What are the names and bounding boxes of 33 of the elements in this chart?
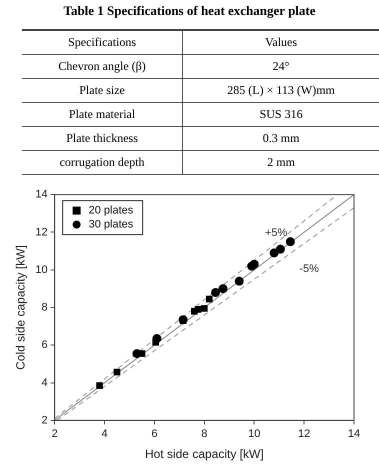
x-tick-label: 10 [248,428,260,440]
legend-label: 30 plates [88,218,134,231]
x-tick-label: 6 [151,428,158,440]
text: Table 1 Specifications of heat exchanger plate [62,2,317,20]
y-axis-title: Cold side capacity [kW] [14,245,28,370]
y-tick-label: 12 [35,226,48,238]
x-tick-label: 8 [201,428,208,440]
text: Values [182,30,379,54]
legend-label: 20 plates [88,204,134,217]
text: Chevron angle (β) [22,54,183,78]
text: 2 mm [182,150,379,174]
text: Specifications [22,30,183,54]
y-tick-label: 6 [42,339,48,352]
annotation: -5% [299,263,320,276]
y-tick-label: 4 [42,376,48,389]
y-tick-label: 14 [35,188,48,201]
y-tick-label: 10 [35,264,48,276]
x-tick-label: 2 [52,428,58,440]
text: 24° [182,54,379,78]
x-tick-label: 4 [101,428,108,440]
x-axis-title: Hot side capacity [kW] [144,447,264,462]
annotation: +5% [265,227,288,240]
text: Plate size [22,78,183,102]
text: SUS 316 [182,102,379,126]
text: 285 (L) × 113 (W)mm [182,78,379,102]
text: corrugation depth [22,150,183,174]
y-tick-label: 8 [42,302,48,314]
x-tick-label: 14 [348,428,360,440]
y-tick-label: 2 [42,414,48,426]
text: Plate thickness [22,126,183,150]
x-tick-label: 12 [298,428,310,440]
text: Plate material [22,102,183,126]
text: 0.3 mm [182,126,379,150]
